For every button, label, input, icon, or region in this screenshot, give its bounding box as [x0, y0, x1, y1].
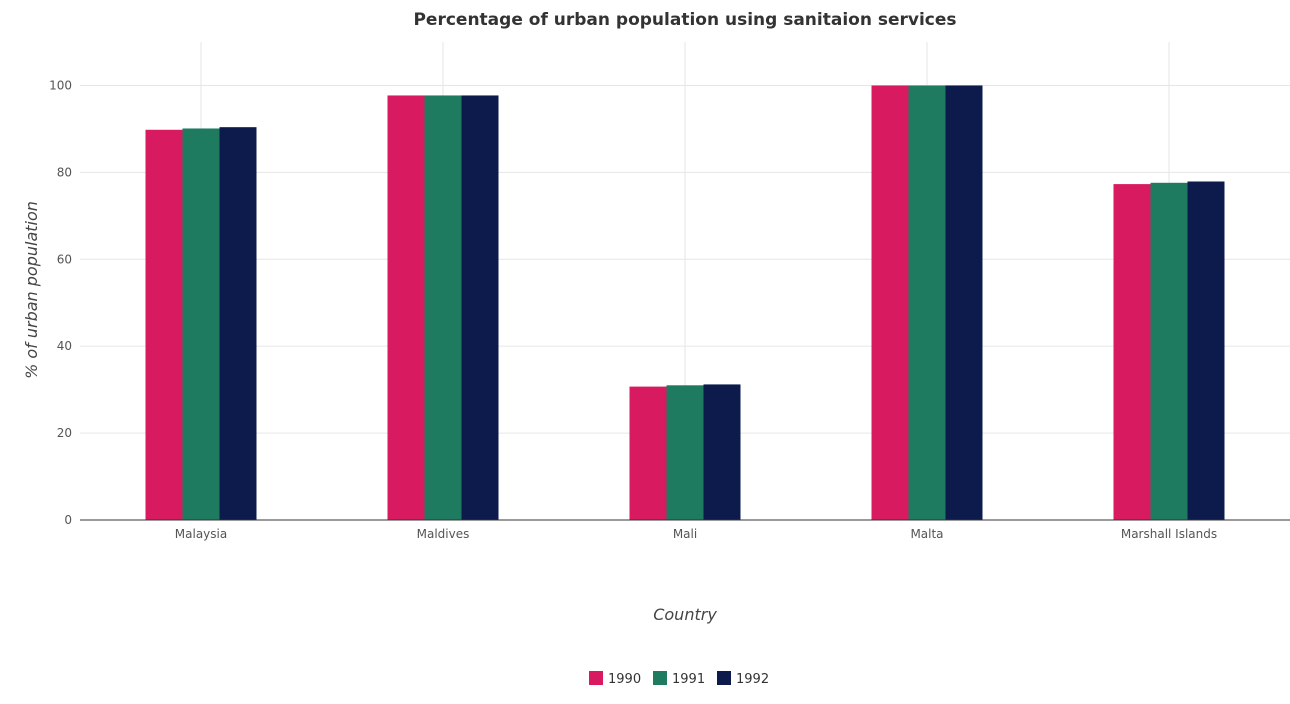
tick-labels: 0 20 40 60 80 100 Malaysia Maldives Mali Malta Mar… — [49, 78, 1217, 541]
y-tick-label: 20 — [57, 426, 72, 440]
legend-swatch — [653, 671, 667, 685]
x-tick-label: Maldives — [417, 527, 470, 541]
bar-1990 — [871, 85, 909, 521]
bars — [145, 85, 1225, 521]
bar-1992 — [219, 127, 257, 521]
x-tick-label: Mali — [673, 527, 697, 541]
x-tick-label: Marshall Islands — [1121, 527, 1217, 541]
y-tick-label: 40 — [57, 339, 72, 353]
bar-1991 — [666, 385, 704, 520]
y-tick-label: 80 — [57, 165, 72, 179]
legend-label: 1992 — [736, 672, 769, 687]
x-tick-label: Malaysia — [175, 527, 227, 541]
y-axis-label: % of urban population — [22, 201, 41, 379]
bar-1992 — [1187, 181, 1225, 521]
y-tick-label: 60 — [57, 252, 72, 266]
bar-1992 — [945, 85, 983, 521]
legend-swatch — [717, 671, 731, 685]
legend: 1990 1991 1992 — [589, 671, 769, 687]
bar-1991 — [908, 85, 946, 521]
bar-1991 — [424, 95, 462, 520]
bar-1990 — [387, 95, 425, 520]
bar-1991 — [182, 128, 220, 520]
x-axis-label: Country — [653, 605, 717, 624]
bar-1990 — [145, 129, 183, 520]
legend-swatch — [589, 671, 603, 685]
bar-1992 — [703, 384, 741, 520]
chart-title: Percentage of urban population using san… — [413, 10, 956, 30]
y-tick-label: 0 — [64, 513, 72, 527]
bar-1992 — [461, 95, 499, 520]
x-tick-label: Malta — [910, 527, 943, 541]
y-tick-label: 100 — [49, 78, 72, 92]
bar-1990 — [629, 386, 667, 520]
legend-label: 1990 — [608, 672, 641, 687]
bar-1990 — [1113, 184, 1151, 520]
legend-label: 1991 — [672, 672, 705, 687]
bar-1991 — [1150, 182, 1188, 520]
